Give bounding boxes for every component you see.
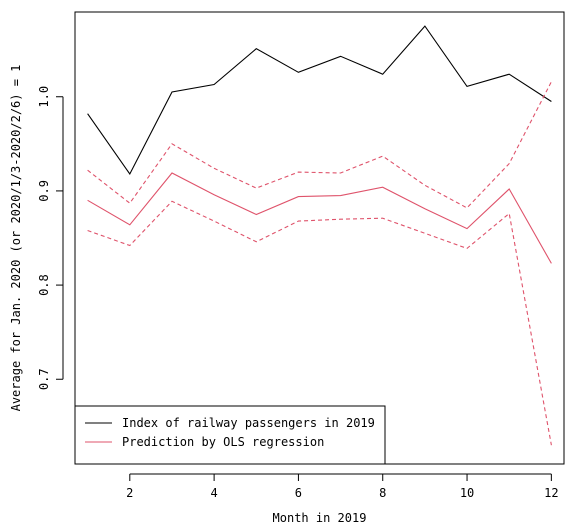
x-axis: 2 4 6 8 10 12 xyxy=(126,473,559,500)
y-tick-label: 0.7 xyxy=(37,368,51,390)
legend: Index of railway passengers in 2019 Predi… xyxy=(74,405,386,465)
y-axis: 0.7 0.8 0.9 1.0 xyxy=(37,86,64,390)
legend-box xyxy=(74,405,386,465)
series-layer xyxy=(87,25,552,446)
x-tick-label: 10 xyxy=(460,486,474,500)
legend-entry: Index of railway passengers in 2019 xyxy=(122,416,375,430)
y-axis-label: Average for Jan. 2020 (or 2020/1/3-2020/… xyxy=(9,65,23,412)
x-tick-label: 2 xyxy=(126,486,133,500)
series-line-1 xyxy=(87,25,552,176)
x-tick-label: 6 xyxy=(295,486,302,500)
series-line-2 xyxy=(87,172,552,264)
x-tick-label: 4 xyxy=(210,486,217,500)
y-tick-label: 0.8 xyxy=(37,274,51,296)
x-tick-label: 8 xyxy=(379,486,386,500)
x-tick-label: 12 xyxy=(544,486,558,500)
x-axis-label: Month in 2019 xyxy=(273,511,367,525)
series-line-4 xyxy=(87,200,552,446)
plot-area xyxy=(74,11,565,465)
legend-entry: Prediction by OLS regression xyxy=(122,435,324,449)
y-tick-label: 0.9 xyxy=(37,180,51,202)
series-line-3 xyxy=(87,81,552,209)
y-tick-label: 1.0 xyxy=(37,86,51,108)
